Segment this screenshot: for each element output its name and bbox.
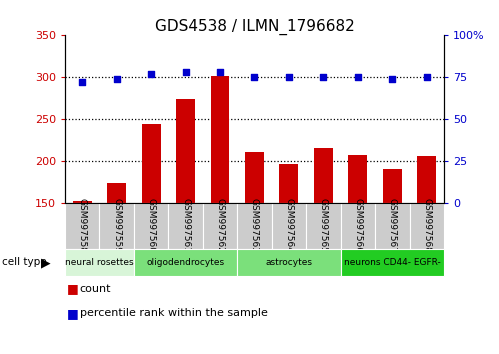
Text: GSM997562: GSM997562 xyxy=(216,198,225,253)
Text: GSM997559: GSM997559 xyxy=(112,198,121,253)
Text: count: count xyxy=(80,284,111,293)
Bar xyxy=(142,124,161,203)
Bar xyxy=(237,249,341,276)
Bar xyxy=(348,155,367,203)
Bar xyxy=(245,152,264,203)
Bar xyxy=(211,76,230,203)
Bar xyxy=(176,99,195,203)
Bar xyxy=(73,201,92,203)
Bar xyxy=(341,203,375,249)
Bar xyxy=(417,156,436,203)
Text: neurons CD44- EGFR-: neurons CD44- EGFR- xyxy=(344,258,441,267)
Bar xyxy=(203,203,237,249)
Text: GSM997561: GSM997561 xyxy=(181,198,190,253)
Bar xyxy=(65,203,99,249)
Bar xyxy=(375,203,410,249)
Bar xyxy=(272,203,306,249)
Point xyxy=(78,80,86,85)
Bar xyxy=(341,249,444,276)
Bar xyxy=(279,165,298,203)
Point xyxy=(147,71,155,77)
Text: ■: ■ xyxy=(67,307,79,320)
Text: GSM997566: GSM997566 xyxy=(353,198,362,253)
Bar xyxy=(410,203,444,249)
Text: GSM997568: GSM997568 xyxy=(422,198,431,253)
Text: GSM997567: GSM997567 xyxy=(388,198,397,253)
Point xyxy=(354,74,362,80)
Text: GSM997558: GSM997558 xyxy=(78,198,87,253)
Bar xyxy=(237,203,272,249)
Point xyxy=(216,69,224,75)
Bar xyxy=(107,183,126,203)
Text: GSM997563: GSM997563 xyxy=(250,198,259,253)
Point xyxy=(182,69,190,75)
Text: astrocytes: astrocytes xyxy=(265,258,312,267)
Text: neural rosettes: neural rosettes xyxy=(65,258,134,267)
Point xyxy=(250,74,258,80)
Text: GSM997564: GSM997564 xyxy=(284,198,293,253)
Bar xyxy=(306,203,341,249)
Point xyxy=(319,74,327,80)
Text: GSM997560: GSM997560 xyxy=(147,198,156,253)
Point xyxy=(113,76,121,82)
Point xyxy=(423,74,431,80)
Bar xyxy=(134,249,237,276)
Text: oligodendrocytes: oligodendrocytes xyxy=(147,258,225,267)
Bar xyxy=(65,249,134,276)
Bar xyxy=(168,203,203,249)
Text: cell type: cell type xyxy=(2,257,47,267)
Point xyxy=(388,76,396,82)
Title: GDS4538 / ILMN_1796682: GDS4538 / ILMN_1796682 xyxy=(155,19,354,35)
Bar xyxy=(99,203,134,249)
Bar xyxy=(314,148,333,203)
Text: ▶: ▶ xyxy=(41,256,50,269)
Text: ■: ■ xyxy=(67,282,79,295)
Text: GSM997565: GSM997565 xyxy=(319,198,328,253)
Point xyxy=(285,74,293,80)
Bar xyxy=(383,170,402,203)
Bar xyxy=(134,203,168,249)
Text: percentile rank within the sample: percentile rank within the sample xyxy=(80,308,268,318)
